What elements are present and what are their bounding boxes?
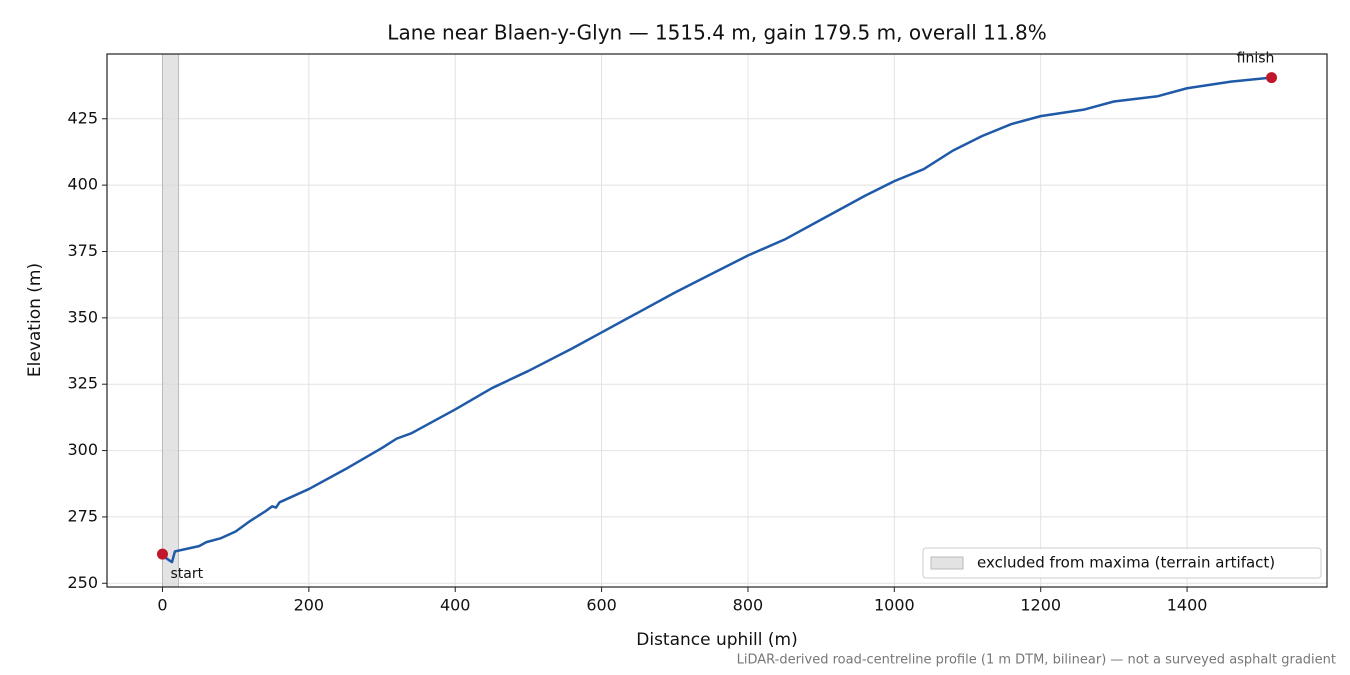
x-tick-label: 600	[586, 596, 617, 615]
y-tick-label: 350	[67, 307, 98, 326]
profile-line	[161, 76, 1272, 564]
x-tick-label: 800	[733, 596, 764, 615]
endpoint-label: start	[170, 566, 203, 582]
legend-swatch	[930, 556, 964, 570]
x-tick-label: 1200	[1020, 596, 1061, 615]
endpoint-marker	[1266, 72, 1278, 84]
y-axis-label: Elevation (m)	[25, 263, 45, 377]
x-axis-label: Distance uphill (m)	[636, 630, 797, 650]
x-tick-label: 400	[440, 596, 471, 615]
excluded-region	[161, 53, 180, 588]
x-tick-label: 0	[157, 596, 167, 615]
y-tick-label: 375	[67, 241, 98, 260]
endpoint-marker	[156, 548, 168, 560]
footnote: LiDAR-derived road-centreline profile (1…	[737, 653, 1336, 668]
y-tick-label: 250	[67, 573, 98, 592]
chart-title: Lane near Blaen-y-Glyn — 1515.4 m, gain …	[387, 21, 1046, 45]
x-tick-label: 1400	[1167, 596, 1208, 615]
plot-frame	[106, 53, 1328, 588]
legend-label: excluded from maxima (terrain artifact)	[977, 554, 1275, 572]
y-tick-label: 300	[67, 440, 98, 459]
y-tick-label: 425	[67, 108, 98, 127]
x-tick-label: 1000	[874, 596, 915, 615]
x-tick-label: 200	[294, 596, 325, 615]
y-tick-label: 400	[67, 175, 98, 194]
legend-box	[922, 547, 1322, 579]
y-tick-label: 325	[67, 374, 98, 393]
endpoint-label: finish	[1237, 51, 1275, 67]
y-tick-label: 275	[67, 506, 98, 525]
